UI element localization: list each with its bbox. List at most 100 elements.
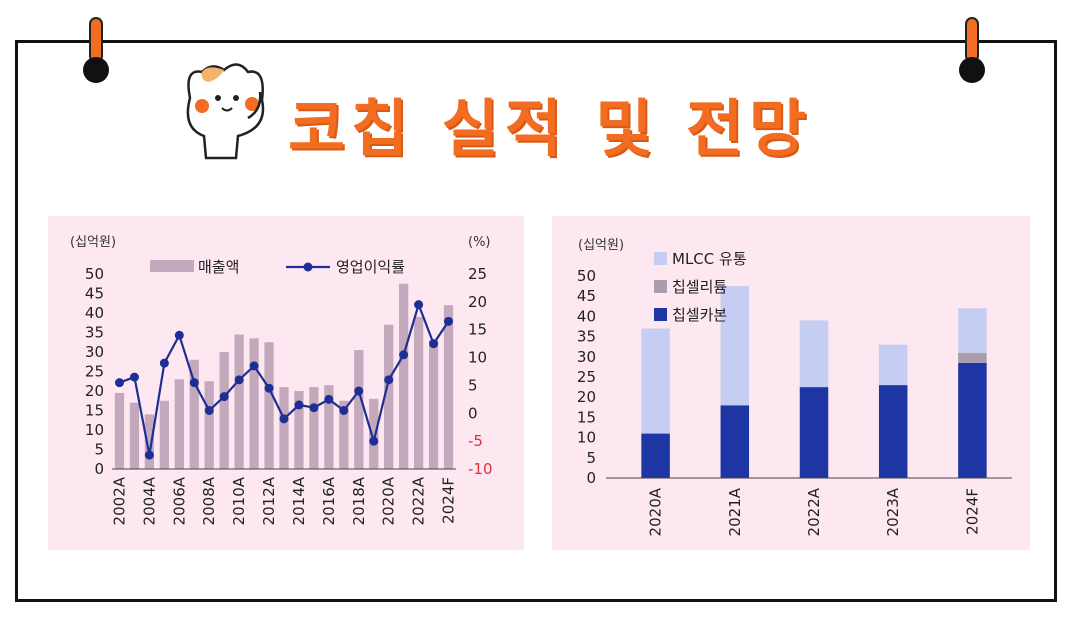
stack-segment <box>720 405 750 478</box>
margin-point <box>339 406 349 415</box>
chart-panel-right: (십억원) 0 5 10 15 20 25 30 35 40 45 50 2020A 2021A 2022A… <box>552 216 1030 550</box>
margin-point <box>354 386 364 396</box>
sales-margin-chart: (십억원) (%)05101520253035404550-10-50510152… <box>70 235 493 525</box>
margin-point <box>414 300 424 310</box>
x-tick-label: 2023A <box>884 487 902 536</box>
legend-label: MLCC 유통 <box>672 250 747 268</box>
pin-icon-right <box>959 17 985 83</box>
right-tick-label: -5 <box>468 432 483 450</box>
right-tick-label: 15 <box>468 321 487 339</box>
x-tick-label: 2006A <box>170 476 188 525</box>
margin-point <box>279 414 289 424</box>
left-tick-label: 40 <box>85 304 104 322</box>
margin-point <box>219 392 229 402</box>
margin-point <box>144 450 154 460</box>
x-tick-label: 2020A <box>647 487 665 536</box>
stack-segment <box>641 433 670 478</box>
sales-bar <box>204 381 214 469</box>
axis-unit: (십억원) <box>578 238 624 253</box>
right-tick-label: 25 <box>468 265 487 283</box>
margin-point <box>324 394 334 404</box>
left-tick-label: 20 <box>85 382 104 400</box>
x-tick-label: 2004A <box>140 476 158 525</box>
stack-segment <box>958 308 987 353</box>
stack-segment <box>878 385 908 478</box>
margin-point <box>369 436 379 446</box>
margin-point <box>429 339 439 349</box>
y-tick-label: 50 <box>577 267 596 285</box>
sales-bar <box>114 392 125 469</box>
margin-point <box>309 403 319 413</box>
sales-bar <box>249 338 259 469</box>
legend-label: 칩셀카본 <box>672 306 727 324</box>
right-tick-label: 20 <box>468 293 487 311</box>
stack-segment <box>958 352 987 363</box>
legend-margin-marker <box>303 262 313 272</box>
y-tick-label: 5 <box>586 449 596 467</box>
y-tick-label: 0 <box>586 469 596 487</box>
page-title: 코칩 실적 및 전망 <box>288 92 813 165</box>
legend-label: 칩셀리튬 <box>672 278 727 296</box>
sales-bar <box>443 305 454 469</box>
sales-bar <box>428 340 439 469</box>
margin-point <box>399 350 409 360</box>
y-tick-label: 45 <box>577 287 596 305</box>
x-tick-label: 2008A <box>200 476 218 525</box>
margin-point <box>234 375 244 385</box>
legend-swatch <box>654 280 667 293</box>
y-tick-label: 40 <box>577 307 596 325</box>
left-tick-label: 35 <box>85 324 104 342</box>
y-tick-label: 10 <box>577 429 596 447</box>
right-tick-label: 0 <box>468 404 478 422</box>
x-tick-label: 2018A <box>350 476 368 525</box>
legend-sales-swatch <box>150 260 194 272</box>
sales-bar <box>264 342 274 469</box>
pin-icon-left <box>83 17 109 83</box>
legend-margin-label: 영업이익률 <box>336 258 405 276</box>
cat-mascot-icon <box>186 63 265 160</box>
x-tick-label: 2014A <box>290 476 308 525</box>
segment-sales-chart: (십억원) 0 5 10 15 20 25 30 35 40 45 50 2020A 2021A 2022A… <box>577 238 1012 536</box>
sales-bar <box>294 391 304 469</box>
sales-bar <box>159 400 169 469</box>
left-tick-label: 5 <box>94 441 104 459</box>
x-tick-label: 2016A <box>320 476 338 525</box>
y-tick-label: 20 <box>577 388 596 406</box>
stack-segment <box>799 387 829 478</box>
sales-bar <box>384 324 394 469</box>
margin-point <box>294 400 304 410</box>
margin-point <box>204 406 214 415</box>
sales-bar <box>413 316 424 469</box>
left-tick-label: 0 <box>94 460 104 478</box>
stack-segment <box>958 362 987 478</box>
x-tick-label: 2022A <box>410 476 428 525</box>
sales-bar <box>189 359 199 469</box>
stack-segment <box>720 286 750 406</box>
left-tick-label: 15 <box>85 402 104 420</box>
margin-point <box>189 378 199 388</box>
sales-bar <box>129 402 140 469</box>
stack-segment <box>641 328 670 434</box>
legend-sales-label: 매출액 <box>198 258 239 276</box>
sales-bar <box>309 387 319 469</box>
x-tick-label: 2002A <box>110 476 128 525</box>
sales-bar <box>399 283 409 469</box>
x-tick-label: 2022A <box>805 487 823 536</box>
stack-segment <box>799 320 829 388</box>
margin-point <box>129 372 139 382</box>
margin-point <box>444 316 454 326</box>
y-tick-label: 30 <box>577 348 596 366</box>
margin-point <box>384 375 394 385</box>
margin-point <box>114 378 124 388</box>
y-tick-label: 25 <box>577 368 596 386</box>
y-tick-label: 15 <box>577 408 596 426</box>
margin-point <box>159 358 169 368</box>
x-tick-label: 2010A <box>230 476 248 525</box>
sales-bar <box>174 379 184 469</box>
sales-bar <box>339 400 349 469</box>
legend-swatch <box>654 252 667 265</box>
left-tick-label: 10 <box>85 421 104 439</box>
right-axis-unit: (%) <box>468 235 491 250</box>
x-tick-label: 2020A <box>380 476 398 525</box>
x-tick-label: 2024F <box>440 477 458 524</box>
